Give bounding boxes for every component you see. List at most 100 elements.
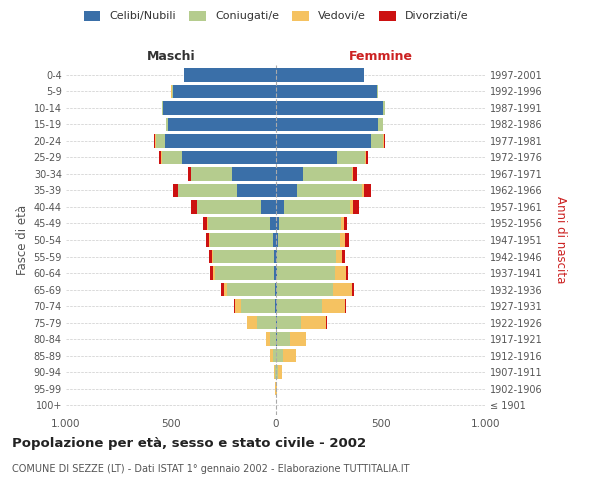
Bar xyxy=(276,300,277,313)
Bar xyxy=(209,250,212,264)
Bar xyxy=(227,283,275,296)
Bar xyxy=(344,216,347,230)
Bar xyxy=(208,216,270,230)
Bar xyxy=(349,200,353,214)
Bar xyxy=(364,184,371,197)
Y-axis label: Fasce di età: Fasce di età xyxy=(16,205,29,275)
Bar xyxy=(276,332,277,346)
Bar xyxy=(212,250,213,264)
Bar xyxy=(383,101,385,114)
Bar xyxy=(277,266,335,280)
Bar xyxy=(274,366,275,379)
Bar xyxy=(273,349,276,362)
Bar xyxy=(215,266,274,280)
Bar xyxy=(262,200,276,214)
Bar xyxy=(277,332,290,346)
Bar xyxy=(265,332,270,346)
Bar xyxy=(279,216,341,230)
Bar xyxy=(164,134,276,147)
Text: Popolazione per età, sesso e stato civile - 2002: Popolazione per età, sesso e stato civil… xyxy=(12,438,366,450)
Bar xyxy=(155,134,156,147)
Bar xyxy=(371,134,383,147)
Bar xyxy=(213,250,274,264)
Bar xyxy=(156,134,164,147)
Bar xyxy=(352,283,354,296)
Bar xyxy=(276,233,278,247)
Bar xyxy=(353,167,357,180)
Bar xyxy=(173,84,276,98)
Bar xyxy=(191,167,232,180)
Y-axis label: Anni di nascita: Anni di nascita xyxy=(554,196,567,284)
Bar xyxy=(232,167,276,180)
Text: Femmine: Femmine xyxy=(349,50,413,62)
Bar xyxy=(277,349,283,362)
Bar xyxy=(277,300,322,313)
Bar xyxy=(377,84,378,98)
Bar xyxy=(161,150,182,164)
Bar xyxy=(276,68,364,82)
Bar xyxy=(346,266,349,280)
Bar xyxy=(277,316,301,330)
Bar xyxy=(274,266,276,280)
Bar xyxy=(276,150,337,164)
Bar xyxy=(342,250,346,264)
Text: COMUNE DI SEZZE (LT) - Dati ISTAT 1° gennaio 2002 - Elaborazione TUTTITALIA.IT: COMUNE DI SEZZE (LT) - Dati ISTAT 1° gen… xyxy=(12,464,409,474)
Legend: Celibi/Nubili, Coniugati/e, Vedovi/e, Divorziati/e: Celibi/Nubili, Coniugati/e, Vedovi/e, Di… xyxy=(84,10,468,22)
Bar xyxy=(290,332,307,346)
Bar xyxy=(237,184,276,197)
Bar xyxy=(378,118,383,131)
Bar xyxy=(278,366,283,379)
Bar xyxy=(163,101,276,114)
Bar xyxy=(168,118,276,131)
Bar xyxy=(166,118,168,131)
Bar xyxy=(154,134,155,147)
Bar xyxy=(341,216,344,230)
Bar xyxy=(346,233,349,247)
Bar xyxy=(326,316,328,330)
Bar xyxy=(275,366,276,379)
Bar xyxy=(197,200,262,214)
Bar xyxy=(206,216,208,230)
Bar xyxy=(276,167,304,180)
Bar xyxy=(276,250,277,264)
Bar xyxy=(297,184,362,197)
Bar xyxy=(223,283,227,296)
Bar xyxy=(340,233,346,247)
Bar xyxy=(366,150,368,164)
Bar xyxy=(277,283,332,296)
Bar xyxy=(277,250,336,264)
Bar xyxy=(365,150,366,164)
Bar xyxy=(352,167,353,180)
Bar xyxy=(336,250,342,264)
Bar xyxy=(172,84,173,98)
Bar xyxy=(206,233,209,247)
Bar xyxy=(276,266,277,280)
Bar xyxy=(332,283,352,296)
Bar xyxy=(270,349,273,362)
Bar xyxy=(257,316,276,330)
Bar xyxy=(276,216,279,230)
Bar xyxy=(171,84,172,98)
Bar xyxy=(160,150,161,164)
Bar xyxy=(337,150,365,164)
Bar xyxy=(353,200,359,214)
Bar xyxy=(276,118,378,131)
Bar xyxy=(188,167,191,180)
Bar xyxy=(277,366,278,379)
Bar xyxy=(276,134,371,147)
Bar xyxy=(276,184,297,197)
Bar xyxy=(335,266,346,280)
Bar xyxy=(234,300,235,313)
Bar xyxy=(276,200,284,214)
Bar xyxy=(213,266,215,280)
Bar xyxy=(275,300,276,313)
Bar xyxy=(278,233,340,247)
Bar xyxy=(384,134,385,147)
Bar xyxy=(362,184,364,197)
Bar xyxy=(161,101,163,114)
Bar xyxy=(276,283,277,296)
Bar xyxy=(304,167,352,180)
Bar xyxy=(284,200,349,214)
Bar xyxy=(182,150,276,164)
Bar xyxy=(184,68,276,82)
